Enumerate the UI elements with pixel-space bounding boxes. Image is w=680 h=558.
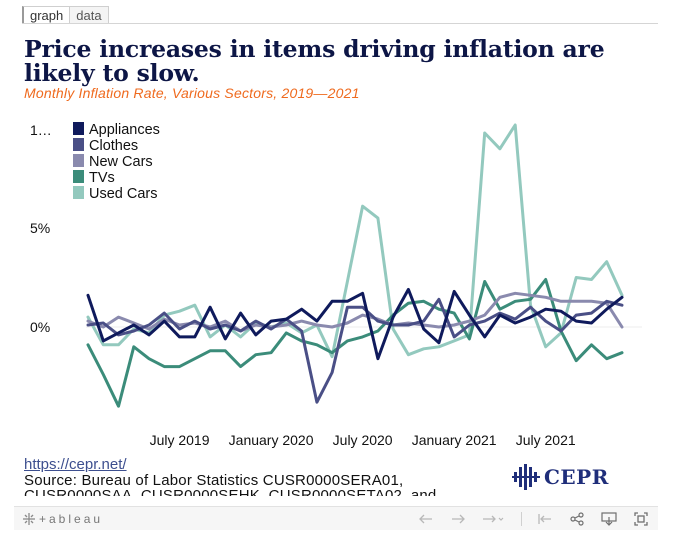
reset-button[interactable] xyxy=(536,510,554,528)
undo-button[interactable] xyxy=(417,510,435,528)
revert-icon xyxy=(483,515,504,523)
x-tick-label: July 2021 xyxy=(516,432,576,448)
legend-swatch xyxy=(73,138,84,151)
revert-button[interactable] xyxy=(481,510,507,528)
arrow-left-icon xyxy=(419,514,432,524)
tab-bar-divider xyxy=(22,23,658,24)
toolbar-separator xyxy=(521,512,522,526)
share-icon xyxy=(570,512,584,526)
cepr-link[interactable]: https://cepr.net/ xyxy=(24,456,127,473)
toolbar-actions xyxy=(417,510,650,528)
legend-swatch xyxy=(73,170,84,183)
download-icon xyxy=(601,512,617,526)
chart-subtitle: Monthly Inflation Rate, Various Sectors,… xyxy=(24,85,360,101)
reset-icon xyxy=(538,514,551,524)
legend-swatch xyxy=(73,154,84,167)
tableau-toolbar: +ableau xyxy=(14,506,658,530)
tableau-brand-label: +ableau xyxy=(39,511,104,526)
legend-label: Clothes xyxy=(89,138,138,154)
series-line-used-cars xyxy=(86,123,624,359)
y-tick-label: 5% xyxy=(30,220,50,236)
download-button[interactable] xyxy=(600,510,618,528)
arrow-right-icon xyxy=(452,514,465,524)
cepr-logo: CEPR xyxy=(512,464,609,490)
cepr-logo-icon xyxy=(512,464,540,490)
legend-label: New Cars xyxy=(89,154,153,170)
tableau-logo-icon xyxy=(23,512,35,525)
x-tick-label: July 2019 xyxy=(150,432,210,448)
series-line-appliances xyxy=(86,287,624,361)
x-tick-label: January 2021 xyxy=(412,432,497,448)
fullscreen-button[interactable] xyxy=(632,510,650,528)
redo-button[interactable] xyxy=(449,510,467,528)
y-tick-label: 1… xyxy=(30,122,52,138)
cepr-logo-text: CEPR xyxy=(544,465,609,489)
tab-bar: graph data xyxy=(22,6,658,24)
series-line-new-cars xyxy=(86,291,624,333)
tableau-brand[interactable]: +ableau xyxy=(22,512,103,526)
tab-data[interactable]: data xyxy=(70,6,109,24)
legend-swatch xyxy=(73,122,84,135)
legend-swatch xyxy=(73,186,84,199)
legend-label: Appliances xyxy=(89,122,160,138)
source-note: Source: Bureau of Labor Statistics CUSR0… xyxy=(24,473,437,496)
legend-label: Used Cars xyxy=(89,186,158,202)
share-button[interactable] xyxy=(568,510,586,528)
series-line-clothes xyxy=(86,297,624,404)
tab-graph[interactable]: graph xyxy=(22,6,71,24)
legend-label: TVs xyxy=(89,170,115,186)
x-tick-label: July 2020 xyxy=(333,432,393,448)
line-chart: 1… 5% 0% July 2019 January 2020 July 2020 Janu… xyxy=(30,122,642,448)
y-tick-label: 0% xyxy=(30,319,50,335)
x-tick-label: January 2020 xyxy=(229,432,314,448)
chart-title: Price increases in items driving inflati… xyxy=(24,35,605,87)
fullscreen-icon xyxy=(634,512,648,526)
